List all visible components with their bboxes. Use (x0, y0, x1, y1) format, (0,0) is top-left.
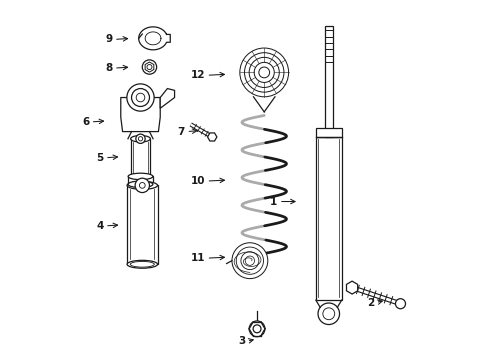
Bar (127, 185, 157, 264)
Text: 10: 10 (190, 176, 204, 186)
Circle shape (131, 89, 149, 107)
Text: 9: 9 (105, 35, 112, 44)
Circle shape (244, 53, 284, 92)
Circle shape (236, 247, 263, 274)
Ellipse shape (128, 181, 153, 188)
Bar (128, 176, 153, 184)
Circle shape (324, 309, 333, 319)
Circle shape (136, 134, 145, 143)
Text: 4: 4 (96, 221, 103, 231)
Bar (324, 26, 332, 137)
Text: 12: 12 (190, 70, 204, 80)
Text: 11: 11 (190, 253, 204, 263)
Circle shape (253, 325, 261, 333)
Circle shape (126, 84, 154, 111)
Polygon shape (121, 98, 160, 132)
Circle shape (249, 321, 264, 337)
Polygon shape (346, 281, 357, 294)
Circle shape (142, 60, 156, 74)
Text: 6: 6 (82, 117, 89, 127)
Circle shape (136, 93, 144, 102)
Polygon shape (145, 62, 154, 72)
Circle shape (317, 303, 339, 324)
Polygon shape (160, 89, 174, 108)
Circle shape (241, 252, 258, 270)
Circle shape (249, 57, 279, 87)
Circle shape (244, 256, 254, 265)
Text: 1: 1 (270, 197, 277, 207)
Circle shape (258, 67, 269, 78)
Circle shape (254, 62, 274, 82)
Circle shape (322, 308, 334, 320)
Circle shape (395, 299, 405, 309)
Circle shape (147, 64, 152, 69)
Ellipse shape (130, 135, 150, 142)
Text: 2: 2 (366, 298, 373, 308)
Polygon shape (207, 133, 217, 141)
Circle shape (138, 136, 142, 141)
Bar (315, 137, 341, 300)
Text: 7: 7 (177, 127, 184, 136)
Text: 8: 8 (105, 63, 112, 73)
Ellipse shape (127, 260, 157, 268)
Circle shape (231, 243, 267, 279)
Bar (130, 139, 150, 176)
Bar (315, 128, 341, 137)
Circle shape (139, 183, 145, 188)
Ellipse shape (130, 261, 154, 267)
Text: 3: 3 (238, 336, 244, 346)
Text: 5: 5 (96, 153, 103, 163)
Circle shape (135, 178, 149, 193)
Ellipse shape (128, 173, 153, 180)
Circle shape (239, 48, 288, 97)
Ellipse shape (127, 181, 157, 189)
